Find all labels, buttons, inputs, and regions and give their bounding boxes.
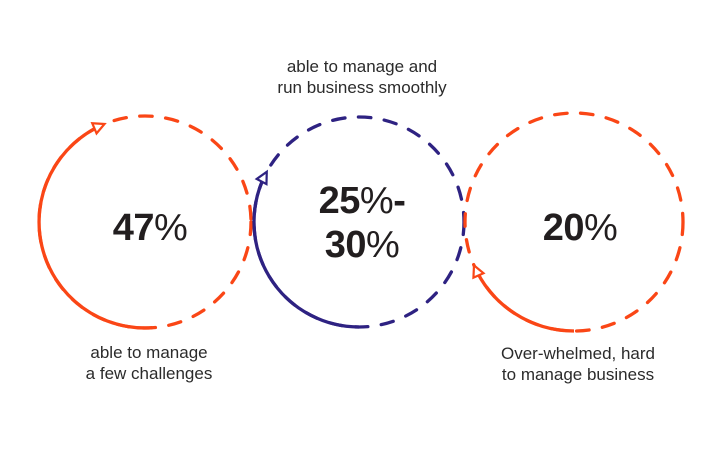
percentage-value-left: 47% — [113, 206, 188, 250]
label-line: run business smoothly — [277, 78, 447, 97]
range-hyphen: - — [393, 180, 406, 222]
label-left-circle: able to manage a few challenges — [86, 342, 213, 384]
circle-right-solid-arc-arrow — [472, 263, 575, 333]
percent-sign: % — [365, 224, 400, 266]
percentage-value-right: 20% — [543, 206, 618, 250]
percent-sign: % — [359, 180, 394, 222]
percentage-value-left-line: 47% — [113, 206, 188, 250]
label-line: a few challenges — [85, 364, 213, 383]
percent-sign: % — [583, 207, 618, 249]
percentage-number: 30 — [324, 224, 367, 266]
percentage-value-middle-line1: 25%- — [319, 179, 406, 223]
percentage-value-middle-line2: 30% — [319, 223, 406, 267]
circle-left — [37, 114, 253, 330]
percentage-value-middle: 25%- 30% — [319, 179, 406, 267]
circle-right-dashed-ring — [463, 111, 685, 333]
label-line: to manage business — [501, 365, 655, 384]
label-line: Over-whelmed, hard — [500, 344, 656, 363]
percentage-number: 20 — [542, 207, 585, 249]
circle-right — [463, 111, 685, 333]
label-line: able to manage and — [286, 57, 438, 76]
percentage-number: 25 — [318, 180, 361, 222]
percentage-number: 47 — [112, 207, 155, 249]
circle-middle-solid-arc-arrow — [252, 169, 360, 329]
percentage-value-right-line: 20% — [543, 206, 618, 250]
percent-sign: % — [153, 207, 188, 249]
label-right-circle: Over-whelmed, hard to manage business — [501, 343, 655, 385]
label-middle-circle: able to manage and run business smoothly — [277, 56, 446, 98]
label-line: able to manage — [90, 343, 208, 362]
circle-left-solid-arc-arrow — [37, 122, 153, 330]
